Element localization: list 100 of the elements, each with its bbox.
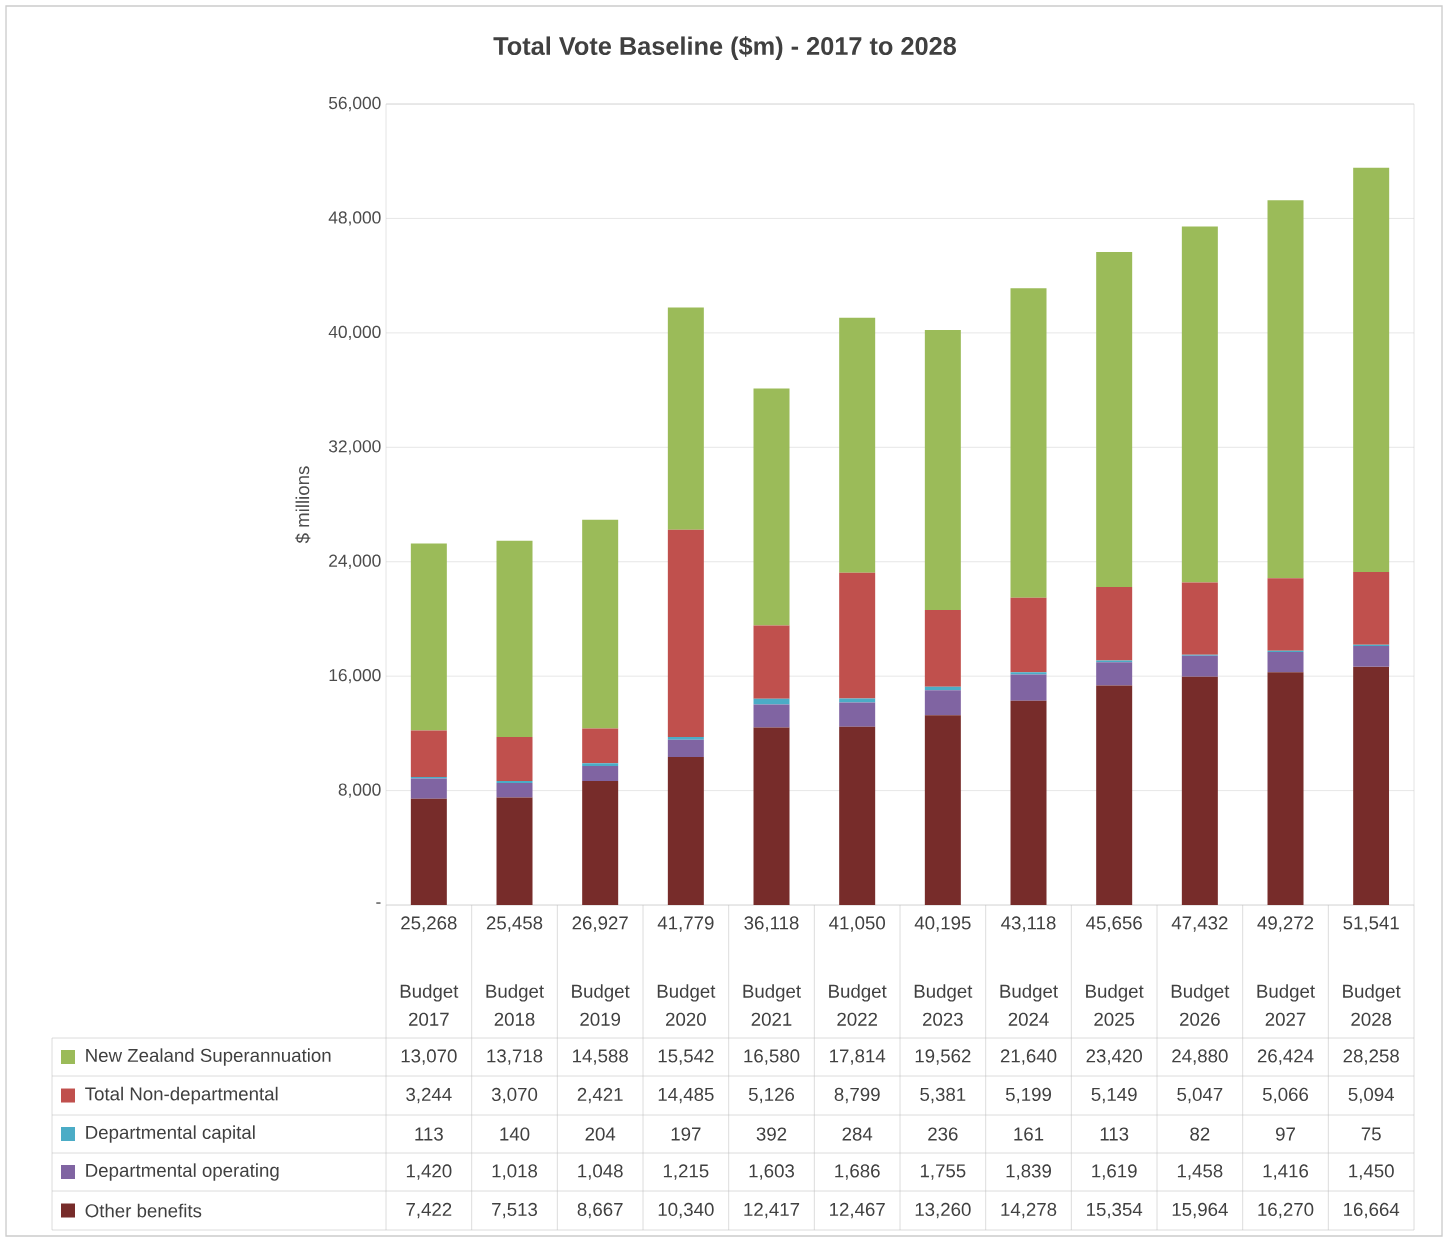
bar xyxy=(1010,674,1047,701)
total-label: 41,050 xyxy=(829,916,885,932)
data-label: 13,260 xyxy=(915,1202,971,1219)
y-tick-label: 8,000 xyxy=(338,783,381,798)
y-tick-label: 48,000 xyxy=(328,211,381,226)
bar xyxy=(1096,586,1133,661)
bar xyxy=(753,704,790,728)
bar xyxy=(1096,685,1133,906)
total-label: 45,656 xyxy=(1086,916,1142,932)
data-label: 75 xyxy=(1361,1127,1381,1141)
data-label: 19,562 xyxy=(915,1049,971,1065)
total-label: 47,432 xyxy=(1171,916,1228,932)
bar xyxy=(1181,582,1218,655)
bar xyxy=(582,781,619,906)
data-label: 28,258 xyxy=(1343,1049,1399,1065)
data-label: 21,640 xyxy=(1000,1049,1057,1065)
data-label: 10,340 xyxy=(658,1202,714,1219)
data-label: 5,381 xyxy=(920,1087,966,1104)
data-label: 161 xyxy=(1014,1127,1044,1141)
legend-label: Other benefits xyxy=(85,1203,202,1218)
y-tick-label: 16,000 xyxy=(329,668,381,684)
bar xyxy=(496,540,533,738)
bar xyxy=(839,572,876,699)
bar xyxy=(924,690,961,716)
bar xyxy=(1353,571,1390,645)
data-label: 5,066 xyxy=(1262,1087,1309,1104)
bar xyxy=(753,388,790,626)
x-tick-label: Budget 2021 xyxy=(743,984,801,1026)
data-label: 7,513 xyxy=(492,1202,538,1219)
bar xyxy=(1010,700,1047,906)
bar xyxy=(839,726,876,906)
x-tick-label: Budget 2024 xyxy=(1000,984,1058,1026)
data-label: 17,814 xyxy=(830,1049,886,1065)
data-label: 1,839 xyxy=(1006,1164,1051,1180)
y-axis-title: $ millions xyxy=(295,466,311,544)
data-label: 12,467 xyxy=(830,1202,885,1219)
bar xyxy=(1267,672,1304,906)
y-tick-label: 40,000 xyxy=(328,325,381,341)
data-label: 140 xyxy=(500,1127,530,1141)
data-label: 7,422 xyxy=(406,1202,452,1219)
data-label: 1,755 xyxy=(920,1164,966,1180)
bar xyxy=(1181,226,1218,583)
bar xyxy=(1010,288,1047,598)
total-label: 25,268 xyxy=(401,916,457,932)
data-label: 1,603 xyxy=(749,1164,795,1180)
bar xyxy=(753,625,790,699)
x-tick-label: Budget 2022 xyxy=(829,984,887,1026)
bar xyxy=(839,702,876,727)
data-label: 3,244 xyxy=(406,1087,452,1104)
data-label: 14,485 xyxy=(658,1087,714,1104)
bar xyxy=(753,727,790,906)
data-label: 16,580 xyxy=(744,1049,800,1065)
bar xyxy=(839,698,876,703)
y-tick-label: 32,000 xyxy=(328,440,381,455)
bar xyxy=(839,317,876,573)
x-tick-label: Budget 2018 xyxy=(486,984,544,1026)
data-label: 14,588 xyxy=(573,1049,628,1065)
data-label: 5,199 xyxy=(1005,1087,1051,1104)
bar xyxy=(496,780,533,783)
data-label: 1,215 xyxy=(663,1164,709,1180)
data-label: 82 xyxy=(1190,1127,1210,1141)
total-label: 51,541 xyxy=(1343,916,1399,932)
data-label: 23,420 xyxy=(1086,1049,1142,1065)
bar xyxy=(410,778,447,799)
bar xyxy=(1353,666,1390,906)
bar xyxy=(1010,597,1047,673)
bar xyxy=(1267,578,1304,651)
data-label: 24,880 xyxy=(1172,1049,1228,1065)
data-label: 113 xyxy=(415,1127,443,1141)
data-label: 13,718 xyxy=(487,1049,543,1065)
data-label: 16,270 xyxy=(1258,1202,1314,1219)
total-label: 25,458 xyxy=(486,916,543,932)
data-label: 1,686 xyxy=(835,1164,880,1180)
data-label: 15,354 xyxy=(1087,1202,1143,1219)
data-label: 16,664 xyxy=(1344,1202,1400,1219)
legend-label: Departmental operating xyxy=(86,1163,279,1181)
total-label: 40,195 xyxy=(914,916,971,932)
data-label: 392 xyxy=(756,1127,787,1141)
bar xyxy=(582,766,619,782)
bar xyxy=(496,797,533,906)
data-label: 1,458 xyxy=(1177,1164,1223,1180)
data-label: 197 xyxy=(671,1127,701,1141)
bar xyxy=(582,519,619,729)
x-tick-label: Budget 2020 xyxy=(657,984,716,1026)
bar xyxy=(582,763,619,767)
data-label: 8,667 xyxy=(577,1202,623,1219)
bar xyxy=(496,737,533,781)
total-label: 49,272 xyxy=(1257,916,1314,932)
bar xyxy=(667,529,704,737)
data-label: 5,149 xyxy=(1091,1087,1137,1104)
data-label: 1,420 xyxy=(406,1164,452,1180)
bar xyxy=(410,543,447,731)
data-label: 15,964 xyxy=(1172,1202,1228,1219)
data-label: 5,094 xyxy=(1348,1087,1394,1104)
total-label: 41,779 xyxy=(657,916,714,932)
legend-label: New Zealand Superannuation xyxy=(86,1048,331,1066)
bar xyxy=(1353,645,1390,667)
legend-label: Total Non-departmental xyxy=(85,1086,278,1105)
data-label: 12,417 xyxy=(744,1202,800,1219)
total-label: 43,118 xyxy=(1001,916,1056,932)
